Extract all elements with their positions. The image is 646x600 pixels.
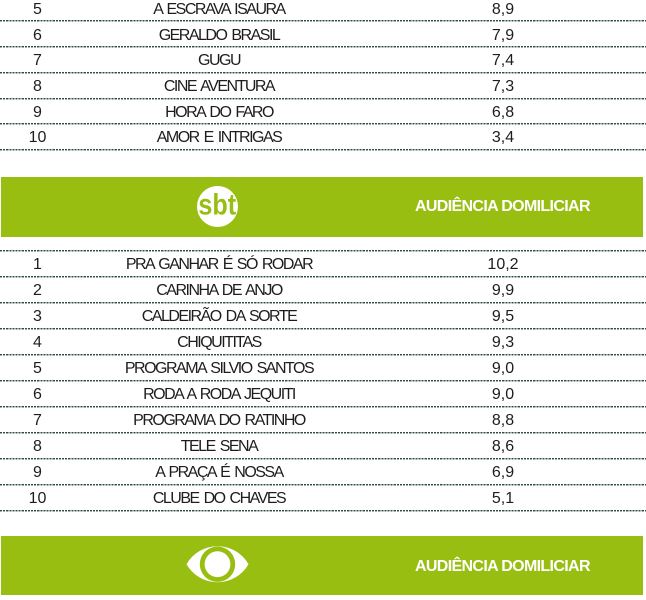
svg-text:sbt: sbt [198, 187, 236, 221]
